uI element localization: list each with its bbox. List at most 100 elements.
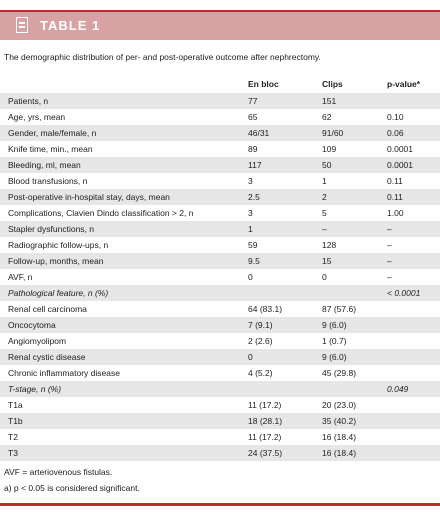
table: En bloc Clips p-value* Patients, n 77 151 Age,… <box>0 76 440 461</box>
cell-value: 11 (17.2) <box>248 400 282 410</box>
row-label: Bleeding, ml, mean <box>8 160 81 170</box>
caption: The demographic distribution of per- and… <box>4 52 321 62</box>
cell-value: 91/60 <box>322 128 344 138</box>
cell-value: 1 <box>248 224 253 234</box>
cell-value: 24 (37.5) <box>248 448 283 458</box>
cell-value: 0.0001 <box>387 144 413 154</box>
row-label: Patients, n <box>8 96 49 106</box>
table-row: Complications, Clavien Dindo classificat… <box>0 205 440 221</box>
cell-value: 7 (9.1) <box>248 320 273 330</box>
row-label: Follow-up, months, mean <box>8 256 104 266</box>
cell-value: 77 <box>248 96 258 106</box>
column-header: En bloc <box>248 79 279 89</box>
row-label: Gender, male/female, n <box>8 128 97 138</box>
row-label: T3 <box>8 448 18 458</box>
table-row: Renal cell carcinoma 64 (83.1) 87 (57.6) <box>0 301 440 317</box>
cell-value: 16 (18.4) <box>322 448 357 458</box>
row-label: Pathological feature, n (%) <box>8 288 109 298</box>
table-row: Bleeding, ml, mean 117 50 0.0001 <box>0 157 440 173</box>
cell-value: 2 (2.6) <box>248 336 273 346</box>
cell-value: 87 (57.6) <box>322 304 357 314</box>
cell-value: – <box>322 224 327 234</box>
cell-value: 46/31 <box>248 128 270 138</box>
cell-value: 0.06 <box>387 128 404 138</box>
table-icon <box>16 17 28 33</box>
table-row: Follow-up, months, mean 9.5 15 – <box>0 253 440 269</box>
cell-value: 0.11 <box>387 192 403 202</box>
cell-value: 0.11 <box>387 176 403 186</box>
cell-value: 3 <box>248 176 253 186</box>
table-row: Post-operative in-hospital stay, days, m… <box>0 189 440 205</box>
table-row: Chronic inflammatory disease 4 (5.2) 45 (2… <box>0 365 440 381</box>
footnote: AVF = arteriovenous fistulas. <box>4 467 113 477</box>
cell-value: – <box>387 224 392 234</box>
cell-value: 11 (17.2) <box>248 432 282 442</box>
cell-value: 35 (40.2) <box>322 416 357 426</box>
row-label: Age, yrs, mean <box>8 112 66 122</box>
table-row: Oncocytoma 7 (9.1) 9 (6.0) <box>0 317 440 333</box>
cell-value: 1 <box>322 176 327 186</box>
table-row: T1b 18 (28.1) 35 (40.2) <box>0 413 440 429</box>
header-row: En bloc Clips p-value* <box>0 76 440 93</box>
footnotes: AVF = arteriovenous fistulas. a) p < 0.05… <box>4 464 140 496</box>
cell-value: 2 <box>322 192 327 202</box>
cell-value: 4 (5.2) <box>248 368 273 378</box>
row-label: T-stage, n (%) <box>8 384 62 394</box>
bottom-rule <box>0 503 440 506</box>
cell-value: 5 <box>322 208 327 218</box>
cell-value: 117 <box>248 160 262 170</box>
footnote: a) p < 0.05 is considered significant. <box>4 483 140 493</box>
row-label: T1b <box>8 416 23 426</box>
row-label: Post-operative in-hospital stay, days, m… <box>8 192 170 202</box>
row-label: Knife time, min., mean <box>8 144 93 154</box>
row-label: Stapler dysfunctions, n <box>8 224 94 234</box>
cell-value: 59 <box>248 240 258 250</box>
table-row: T3 24 (37.5) 16 (18.4) <box>0 445 440 461</box>
table-row: Gender, male/female, n 46/31 91/60 0.06 <box>0 125 440 141</box>
table-row: Knife time, min., mean 89 109 0.0001 <box>0 141 440 157</box>
title-band: TABLE 1 <box>0 10 440 40</box>
table-row: Stapler dysfunctions, n 1 – – <box>0 221 440 237</box>
cell-value: 45 (29.8) <box>322 368 357 378</box>
table-row: Radiographic follow-ups, n 59 128 – <box>0 237 440 253</box>
cell-value: – <box>387 240 392 250</box>
row-label: Renal cell carcinoma <box>8 304 87 314</box>
cell-value: 2.5 <box>248 192 260 202</box>
table-title: TABLE 1 <box>40 18 101 33</box>
row-label: T1a <box>8 400 23 410</box>
cell-value: 18 (28.1) <box>248 416 283 426</box>
table-row: Patients, n 77 151 <box>0 93 440 109</box>
row-label: Chronic inflammatory disease <box>8 368 120 378</box>
row-label: Blood transfusions, n <box>8 176 88 186</box>
cell-value: 62 <box>322 112 332 122</box>
column-header: p-value* <box>387 79 421 89</box>
cell-value: 0.0001 <box>387 160 413 170</box>
cell-value: 1 (0.7) <box>322 336 347 346</box>
cell-value: 0.10 <box>387 112 404 122</box>
column-header: Clips <box>322 79 343 89</box>
row-label: AVF, n <box>8 272 33 282</box>
cell-value: 15 <box>322 256 332 266</box>
cell-value: 9 (6.0) <box>322 320 347 330</box>
cell-value: – <box>387 272 392 282</box>
cell-value: 16 (18.4) <box>322 432 357 442</box>
cell-value: 20 (23.0) <box>322 400 357 410</box>
row-label: Oncocytoma <box>8 320 56 330</box>
table-row: T2 11 (17.2) 16 (18.4) <box>0 429 440 445</box>
cell-value: 128 <box>322 240 337 250</box>
cell-value: 0 <box>322 272 327 282</box>
cell-value: 1.00 <box>387 208 404 218</box>
row-label: Angiomyolipom <box>8 336 67 346</box>
cell-value: 50 <box>322 160 332 170</box>
table-row: AVF, n 0 0 – <box>0 269 440 285</box>
cell-value: 151 <box>322 96 337 106</box>
table-row: T1a 11 (17.2) 20 (23.0) <box>0 397 440 413</box>
table-row: Renal cystic disease 0 9 (6.0) <box>0 349 440 365</box>
row-label: Complications, Clavien Dindo classificat… <box>8 208 194 218</box>
table-row: Age, yrs, mean 65 62 0.10 <box>0 109 440 125</box>
cell-value: 0.049 <box>387 384 409 394</box>
table-row: T-stage, n (%) 0.049 <box>0 381 440 397</box>
table-row: Blood transfusions, n 3 1 0.11 <box>0 173 440 189</box>
cell-value: – <box>387 256 392 266</box>
